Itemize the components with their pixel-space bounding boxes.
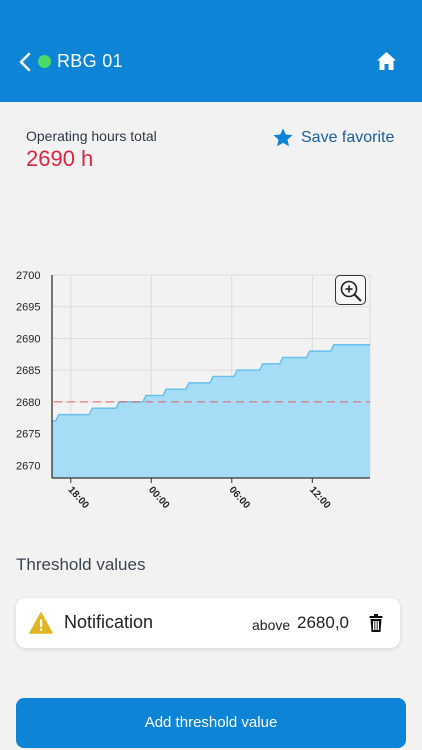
y-tick-label: 2690 [16,333,40,345]
status-indicator [38,55,51,68]
warning-icon [29,612,53,634]
area-series [52,344,370,478]
y-tick-label: 2700 [16,270,40,282]
threshold-name: Notification [64,612,154,632]
save-favorite-label: Save favorite [301,129,395,146]
app-header: RBG 01 [0,0,422,102]
chevron-left-icon[interactable] [18,52,32,72]
add-threshold-button[interactable]: Add threshold value [16,698,406,748]
threshold-section-title: Threshold values [16,555,146,574]
trash-icon[interactable] [369,614,383,632]
operating-hours-value: 2690 h [26,146,94,171]
y-tick-label: 2670 [16,460,40,472]
y-tick-label: 2675 [16,429,40,441]
y-tick-label: 2680 [16,397,40,409]
threshold-direction: above [252,617,291,633]
x-tick-label: 18:00 [66,485,92,512]
threshold-item[interactable]: Notification above 2680,0 [16,598,400,648]
save-favorite-button[interactable]: Save favorite [272,126,394,150]
line-series [52,344,370,422]
x-tick-label: 06:00 [227,485,253,512]
operating-hours-chart[interactable]: 2700 2695 2690 2685 2680 2675 2670 18:00 00:00 06… [0,258,422,520]
x-tick-label: 00:00 [146,485,172,512]
threshold-value: 2680,0 [297,613,349,632]
zoom-in-icon [340,280,362,302]
operating-hours-label: Operating hours total [26,128,157,144]
y-tick-label: 2685 [16,365,40,377]
page-title: RBG 01 [57,51,123,71]
x-tick-label: 12:00 [307,485,333,512]
home-icon[interactable] [376,51,397,71]
y-tick-label: 2695 [16,302,40,314]
zoom-button[interactable] [335,275,366,305]
star-icon [273,128,293,147]
